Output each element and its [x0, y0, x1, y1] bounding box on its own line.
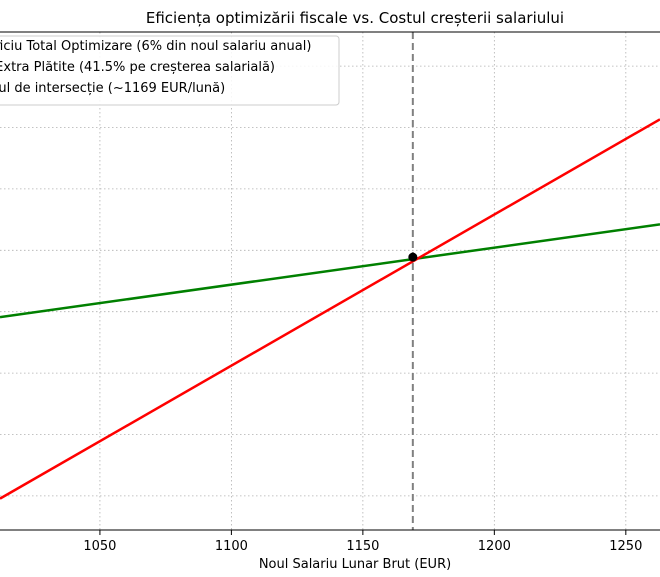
x-axis-label: Noul Salariu Lunar Brut (EUR) [259, 557, 451, 572]
legend-entry-label: Beneficiu Total Optimizare (6% din noul … [0, 39, 311, 54]
series-line [0, 223, 660, 319]
x-tick-label: 1250 [609, 539, 642, 554]
grid [0, 32, 660, 530]
x-tick-label: 1200 [478, 539, 511, 554]
x-tick-label: 1150 [346, 539, 379, 554]
legend-entry-label: Taxe Extra Plătite (41.5% pe creșterea s… [0, 60, 275, 75]
series-lines [0, 32, 660, 530]
x-axis-ticks: 1050 1100 1150 1200 1250 [83, 530, 642, 554]
intersection-point [408, 252, 418, 262]
chart-title: Eficiența optimizării fiscale vs. Costul… [146, 9, 564, 27]
legend: Beneficiu Total Optimizare (6% din noul … [0, 35, 340, 106]
series-line [0, 118, 660, 500]
axes [0, 31, 660, 531]
legend-box [0, 35, 340, 106]
x-tick-label: 1100 [215, 539, 248, 554]
x-tick-label: 1050 [83, 539, 116, 554]
legend-entry-label: Punctul de intersecție (~1169 EUR/lună) [0, 81, 225, 96]
